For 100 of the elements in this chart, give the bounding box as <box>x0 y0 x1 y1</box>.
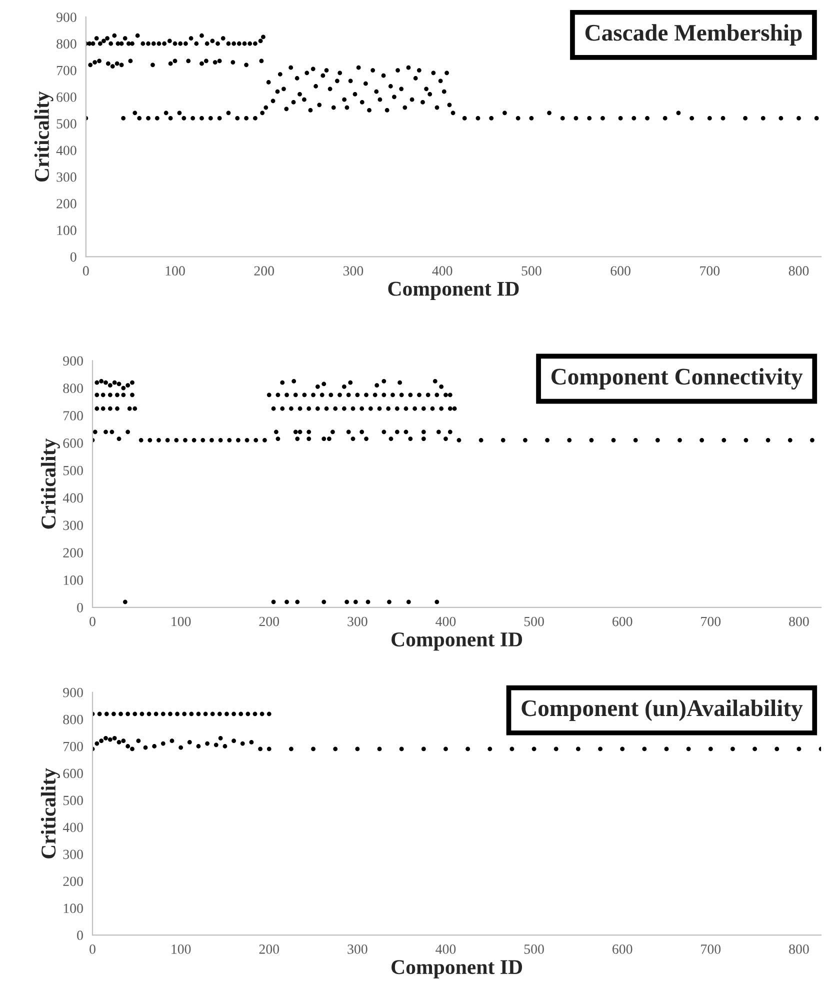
y-tick-label: 600 <box>63 438 83 448</box>
point <box>444 70 449 76</box>
point <box>108 383 112 388</box>
point <box>774 746 780 752</box>
point <box>116 382 122 386</box>
y-tick-label: 200 <box>56 199 76 208</box>
point <box>284 392 289 398</box>
x-tick-label: 100 <box>166 266 185 276</box>
point <box>311 392 316 398</box>
point <box>266 392 272 398</box>
point <box>374 383 380 388</box>
point <box>132 712 138 716</box>
point <box>112 380 117 385</box>
point <box>302 97 306 102</box>
point <box>350 406 356 411</box>
point <box>360 430 364 434</box>
point <box>135 33 140 38</box>
point <box>94 392 100 398</box>
point <box>292 379 296 384</box>
point <box>398 380 402 385</box>
point <box>170 738 174 744</box>
x-tick-label: 300 <box>343 266 364 276</box>
x-tick-label: 500 <box>522 266 542 276</box>
point <box>248 41 252 46</box>
point <box>217 58 222 64</box>
point <box>274 430 278 434</box>
point <box>444 746 448 752</box>
point <box>132 406 138 411</box>
point <box>110 64 115 68</box>
point <box>183 438 188 442</box>
point <box>168 712 172 716</box>
point <box>204 41 210 46</box>
point <box>333 406 338 411</box>
point <box>353 600 358 604</box>
point <box>260 712 264 716</box>
point <box>227 438 232 442</box>
point <box>367 108 372 112</box>
x-tick-label: 400 <box>436 616 456 626</box>
point <box>324 68 329 72</box>
point <box>122 36 128 40</box>
point <box>421 430 426 434</box>
point <box>203 712 208 716</box>
point <box>298 92 302 96</box>
point <box>394 430 400 434</box>
point <box>162 41 167 46</box>
point <box>364 392 368 398</box>
point <box>338 70 342 76</box>
point <box>168 61 173 66</box>
point <box>295 600 300 604</box>
point <box>122 600 128 604</box>
point <box>476 116 480 120</box>
x-tick-label: 400 <box>432 266 452 276</box>
point <box>204 58 208 64</box>
point <box>118 712 123 716</box>
point <box>416 68 422 72</box>
y-tick-label: 600 <box>56 92 76 102</box>
point <box>478 438 484 442</box>
point <box>404 430 408 434</box>
y-tick-label: 700 <box>64 742 83 752</box>
point <box>126 430 130 434</box>
point <box>121 392 126 398</box>
chart-title: Component Connectivity <box>551 368 803 390</box>
point <box>126 744 130 748</box>
point <box>220 36 226 40</box>
point <box>266 746 272 752</box>
point <box>434 600 440 604</box>
point <box>249 740 254 744</box>
point <box>320 73 326 78</box>
point <box>210 438 214 442</box>
point <box>372 392 378 398</box>
point <box>424 86 428 92</box>
y-tick-label: 900 <box>63 356 83 366</box>
point <box>230 60 236 64</box>
point <box>545 438 550 442</box>
point <box>788 438 792 442</box>
point <box>778 116 784 120</box>
point <box>289 746 294 752</box>
y-tick-label: 100 <box>57 226 76 236</box>
point <box>342 406 346 411</box>
point <box>90 41 96 46</box>
y-tick-label: 400 <box>62 493 83 503</box>
point <box>293 430 298 434</box>
point <box>611 438 616 442</box>
point <box>182 116 186 120</box>
point <box>92 60 98 64</box>
point <box>374 89 379 94</box>
point <box>140 41 146 46</box>
point <box>121 386 126 390</box>
y-tick-label: 900 <box>56 12 76 22</box>
point <box>121 116 126 120</box>
point <box>119 41 124 46</box>
point <box>128 58 133 64</box>
point <box>402 105 408 110</box>
y-tick-label: 500 <box>63 796 83 806</box>
point <box>394 406 400 411</box>
y-tick-label: 900 <box>63 688 83 698</box>
y-tick-label: 400 <box>56 146 76 156</box>
point <box>106 61 110 66</box>
point <box>137 116 142 120</box>
point <box>275 89 280 94</box>
